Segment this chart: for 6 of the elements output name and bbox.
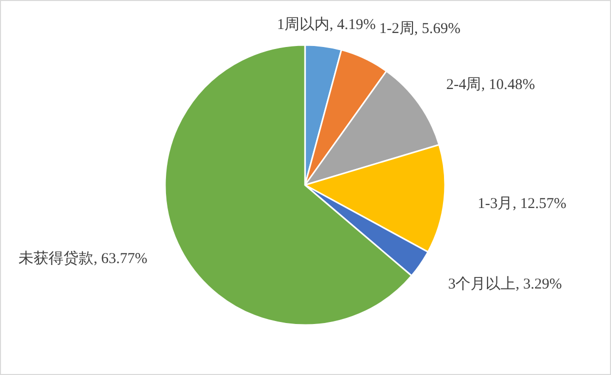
slice-label: 1-3月, 12.57% bbox=[478, 196, 566, 212]
slice-label: 3个月以上, 3.29% bbox=[448, 275, 562, 292]
slice-label: 1周以内, 4.19% bbox=[276, 16, 376, 34]
slice-label: 未获得贷款, 63.77% bbox=[18, 250, 148, 267]
slice-label: 1-2周, 5.69% bbox=[379, 21, 461, 38]
slice-label: 2-4周, 10.48% bbox=[446, 77, 535, 94]
